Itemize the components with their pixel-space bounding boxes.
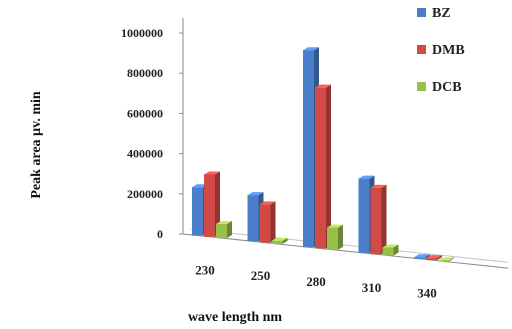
chart-bars bbox=[192, 47, 454, 262]
x-tick-label: 340 bbox=[417, 286, 437, 301]
y-tick-label: 400000 bbox=[127, 147, 163, 161]
bar-dmb-340 bbox=[426, 255, 442, 261]
x-tick-label: 250 bbox=[251, 268, 271, 283]
y-axis-title: Peak area µv. min bbox=[29, 91, 44, 199]
x-axis-line bbox=[182, 233, 509, 269]
y-tick-label: 0 bbox=[157, 227, 163, 241]
legend-swatch-dcb bbox=[417, 82, 426, 91]
y-tick-label: 200000 bbox=[127, 187, 163, 201]
bar-dmb-250 bbox=[259, 201, 276, 243]
legend-swatch-bz bbox=[417, 8, 426, 17]
x-tick-label: 310 bbox=[362, 280, 382, 295]
bar-dcb-250 bbox=[271, 237, 288, 244]
chart-legend: BZ DMB DCB bbox=[417, 6, 465, 95]
bar-bz-340 bbox=[414, 254, 430, 259]
legend-label-bz: BZ bbox=[432, 6, 451, 21]
y-tick-label: 1000000 bbox=[121, 26, 163, 40]
bar-dcb-310 bbox=[382, 244, 399, 256]
bar-dcb-230 bbox=[216, 220, 232, 239]
bar-dmb-310 bbox=[370, 184, 387, 255]
legend-label-dcb: DCB bbox=[432, 80, 462, 95]
x-tick-label: 230 bbox=[195, 262, 215, 277]
legend-label-dmb: DMB bbox=[432, 43, 465, 58]
y-tick-label: 800000 bbox=[127, 66, 163, 80]
x-axis-title: wave length nm bbox=[188, 310, 282, 325]
legend-swatch-dmb bbox=[417, 45, 426, 54]
x-tick-labels: 230 250 280 310 340 bbox=[195, 262, 437, 300]
floor-back-edge bbox=[190, 228, 509, 263]
y-tick-label: 600000 bbox=[127, 106, 163, 120]
chart-axes bbox=[179, 18, 509, 269]
bar-dmb-230 bbox=[204, 171, 220, 237]
y-tick-labels: 0 200000 400000 600000 800000 1000000 bbox=[121, 26, 163, 241]
bar-dcb-340 bbox=[438, 257, 454, 262]
bar-dcb-280 bbox=[327, 224, 343, 250]
bar-dmb-280 bbox=[315, 84, 331, 249]
x-tick-label: 280 bbox=[306, 274, 326, 289]
